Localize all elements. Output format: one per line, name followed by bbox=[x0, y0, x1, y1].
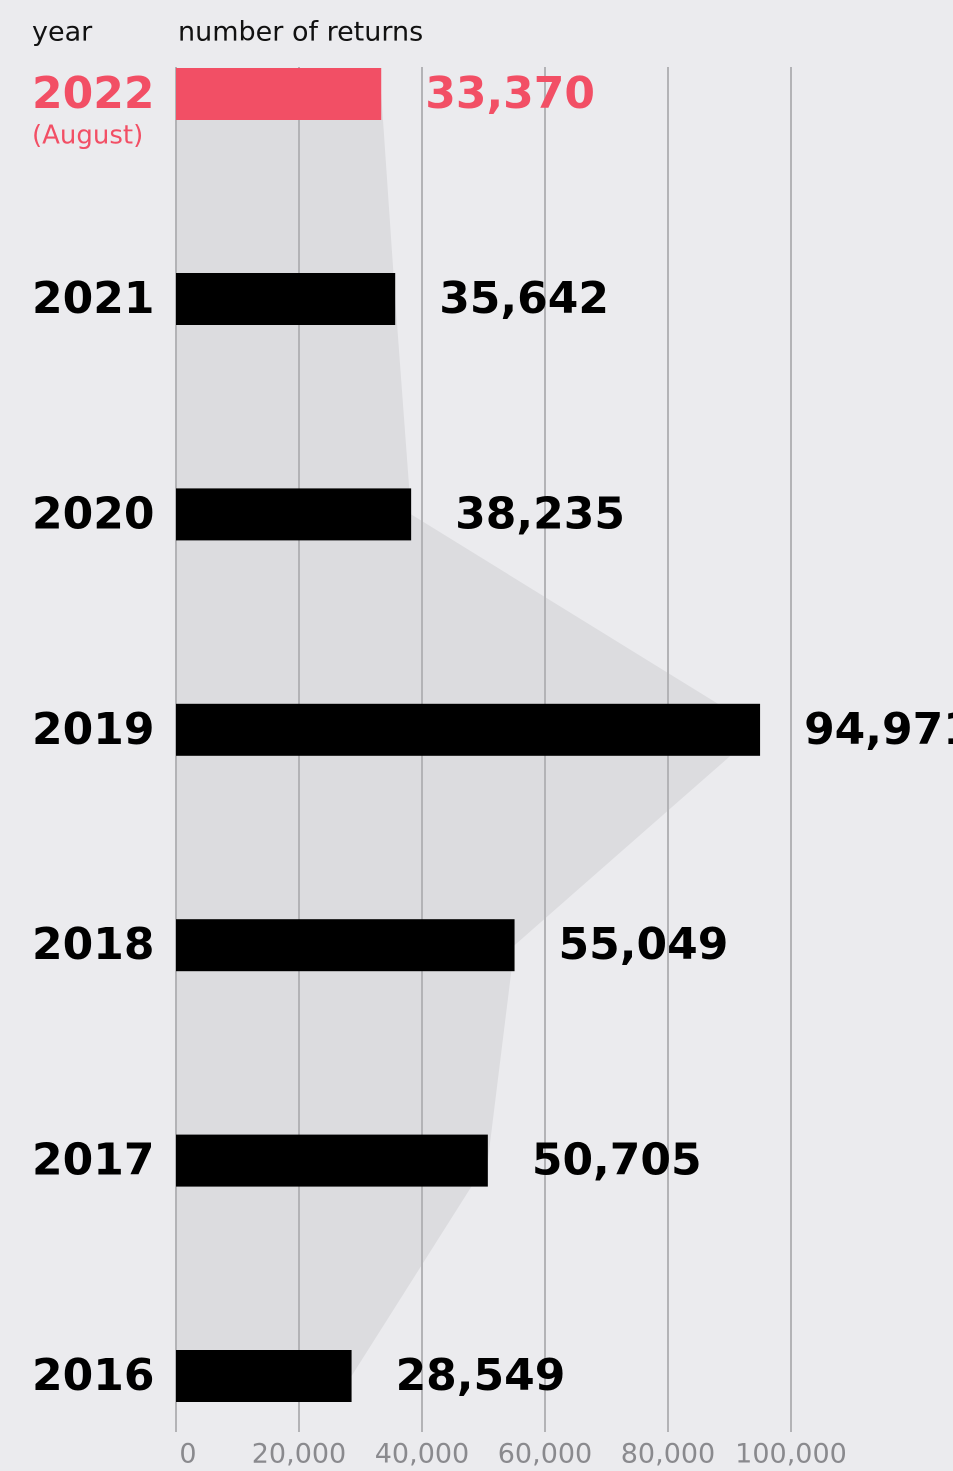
bar bbox=[176, 488, 412, 541]
value-label: 55,049 bbox=[559, 919, 729, 970]
bar bbox=[176, 1350, 352, 1402]
value-label: 35,642 bbox=[439, 273, 609, 324]
x-tick-label: 60,000 bbox=[498, 1439, 592, 1470]
y-tick-label: 2019 bbox=[32, 704, 154, 755]
bar bbox=[176, 273, 396, 325]
y-tick-label: 2017 bbox=[32, 1135, 154, 1186]
x-tick-label: 100,000 bbox=[735, 1439, 847, 1470]
bar bbox=[176, 703, 761, 756]
bar bbox=[176, 68, 382, 120]
y-axis-title: year bbox=[32, 17, 93, 48]
bar bbox=[176, 1134, 488, 1187]
x-tick-label: 40,000 bbox=[375, 1439, 469, 1470]
x-axis-title: number of returns bbox=[178, 17, 423, 48]
x-tick-label: 0 bbox=[179, 1439, 196, 1470]
y-tick-label: 2018 bbox=[32, 919, 154, 970]
value-label: 94,971 bbox=[804, 704, 953, 755]
x-tick-label: 80,000 bbox=[621, 1439, 715, 1470]
y-tick-label: 2016 bbox=[32, 1350, 154, 1401]
bar bbox=[176, 919, 515, 972]
value-label: 38,235 bbox=[455, 488, 625, 539]
value-label: 28,549 bbox=[396, 1350, 566, 1401]
x-tick-label: 20,000 bbox=[252, 1439, 346, 1470]
value-label: 33,370 bbox=[425, 68, 595, 119]
y-tick-label: 2022 bbox=[32, 68, 154, 119]
value-label: 50,705 bbox=[532, 1135, 702, 1186]
y-tick-label: 2021 bbox=[32, 273, 154, 324]
y-tick-label: 2020 bbox=[32, 488, 154, 539]
category-note: (August) bbox=[32, 121, 143, 151]
